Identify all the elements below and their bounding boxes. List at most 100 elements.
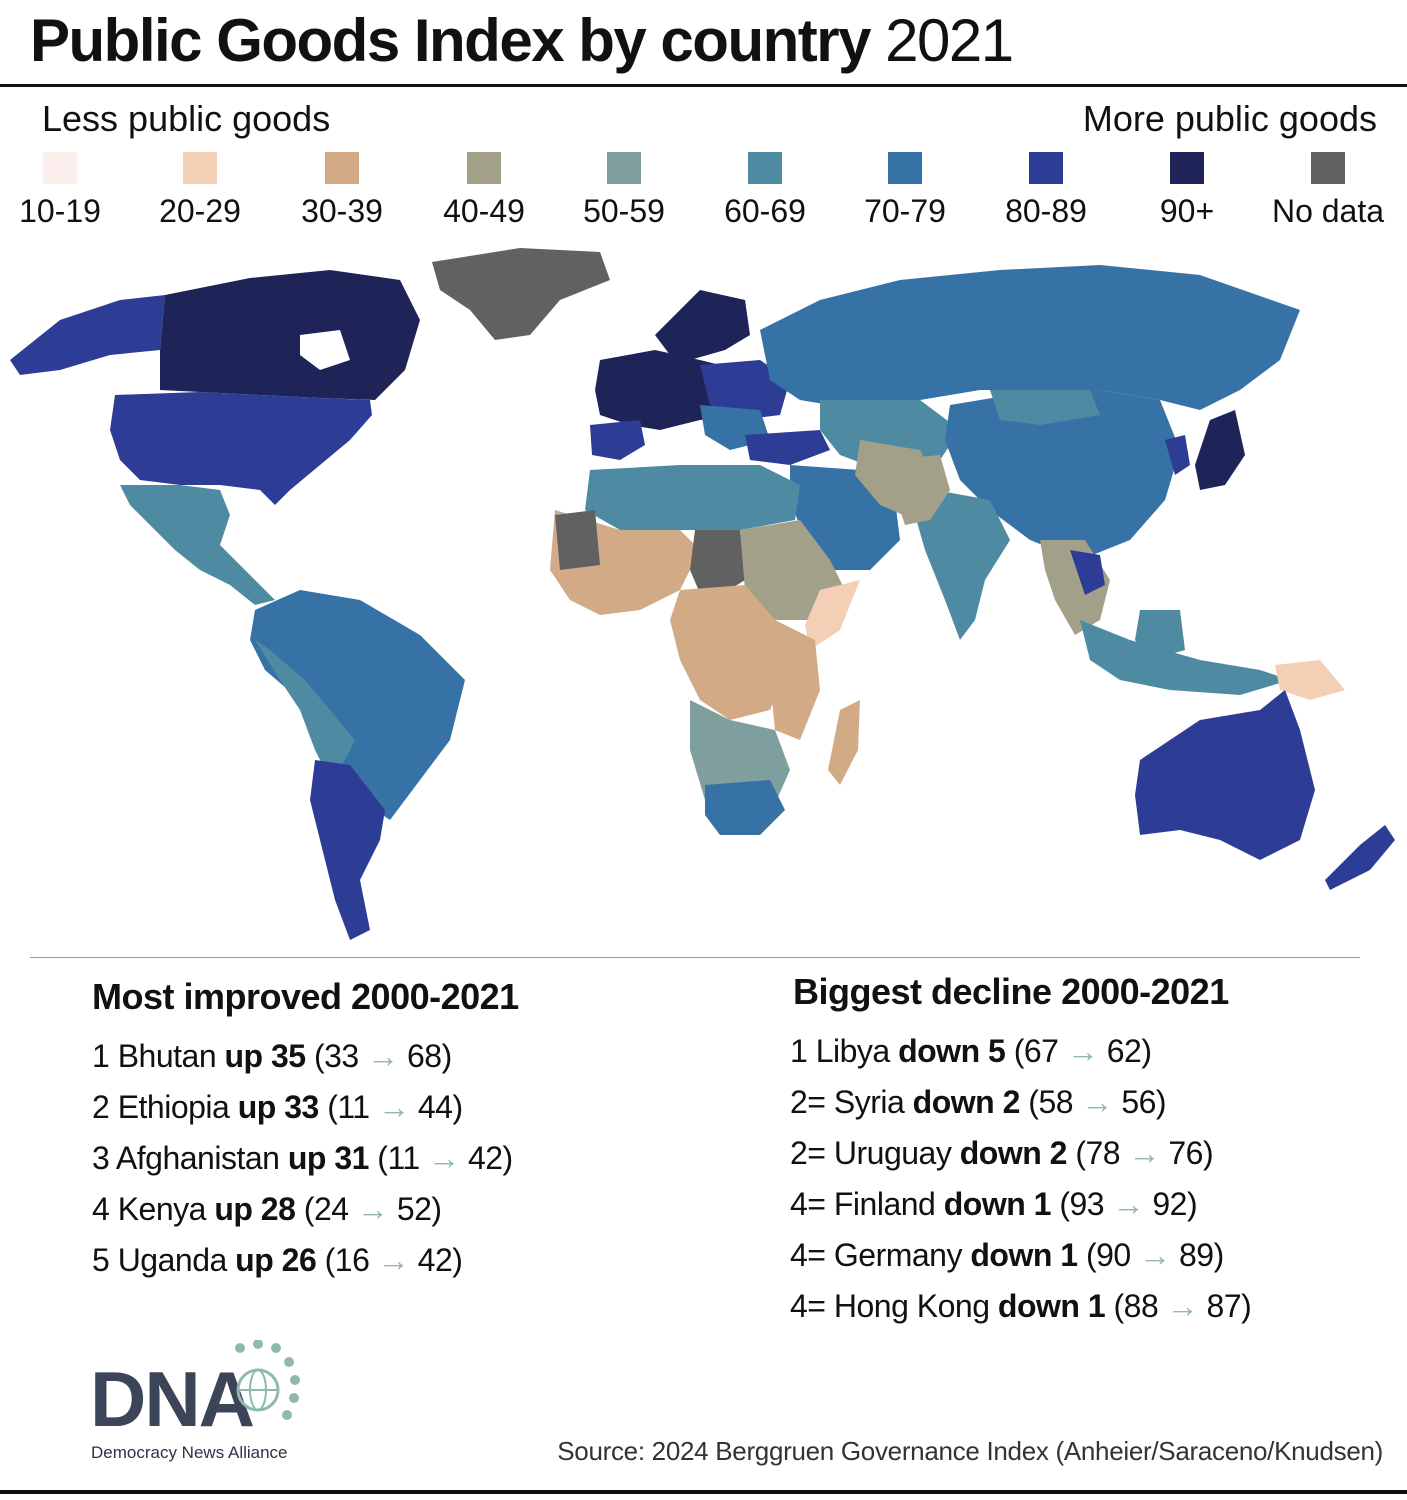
india [915,490,1010,640]
logo-wordmark: DNA [90,1355,254,1435]
item-change: down 1 [943,1186,1052,1222]
legend-bin-label: 30-39 [301,193,383,229]
item-country: Ethiopia [117,1089,230,1125]
list-item: 4= Finland down 1 (93 → 92) [790,1186,1198,1223]
item-country: Hong Kong [833,1288,990,1324]
source-note: Source: 2024 Berggruen Governance Index … [557,1436,1383,1466]
item-paren-open: ( [1075,1135,1086,1171]
korea [1165,435,1190,475]
item-country: Syria [833,1084,905,1120]
sahel-nodata [555,510,600,570]
item-rank: 3 [92,1140,110,1176]
item-country: Kenya [117,1191,207,1227]
list-item: 1 Bhutan up 35 (33 → 68) [92,1038,452,1075]
item-change: down 1 [997,1288,1106,1324]
list-item: 5 Uganda up 26 (16 → 42) [92,1242,463,1279]
item-country: Uruguay [833,1135,952,1171]
legend-bin-label: 70-79 [864,193,946,229]
item-arrow: → [348,1191,397,1227]
item-from: 16 [334,1242,370,1278]
madagascar [828,700,860,785]
item-rank: 4= [790,1237,826,1273]
list-item: 4 Kenya up 28 (24 → 52) [92,1191,442,1228]
item-country: Uganda [117,1242,228,1278]
legend-swatch [888,152,922,184]
improved-heading: Most improved 2000-2021 [92,976,519,1017]
logo-subtitle: Democracy News Alliance [91,1443,288,1462]
mongolia [990,390,1100,425]
title-main: Public Goods Index by country [30,7,871,74]
mexico [120,485,275,605]
legend-swatch [748,152,782,184]
list-item: 2 Ethiopia up 33 (11 → 44) [92,1089,463,1126]
brazil-region [250,590,465,820]
item-to: 76 [1168,1135,1203,1171]
russia [760,265,1300,410]
page-title: Public Goods Index by country 2021 [30,6,1014,75]
list-item: 2= Uruguay down 2 (78 → 76) [790,1135,1214,1172]
legend-bin-label: 80-89 [1005,193,1087,229]
item-change: down 1 [970,1237,1078,1273]
item-to: 68 [407,1038,442,1074]
alaska [10,295,165,375]
north-africa [585,465,800,530]
greenland [432,248,610,340]
item-arrow: → [369,1089,418,1125]
item-paren-close: ) [1241,1288,1252,1324]
item-change: up 33 [237,1089,320,1125]
item-rank: 2= [790,1135,826,1171]
item-paren-open: ( [303,1191,315,1227]
item-arrow: → [1130,1237,1179,1273]
item-from: 11 [387,1140,420,1176]
central-africa [670,585,790,720]
thailand [1070,550,1105,595]
new-zealand [1325,825,1395,890]
item-arrow: → [1120,1135,1169,1171]
item-arrow: → [358,1038,407,1074]
item-paren-open: ( [1013,1033,1025,1069]
item-rank: 4= [790,1288,826,1324]
legend-bin-label: No data [1271,193,1385,229]
somalia [805,580,860,650]
legend-bin-label: 90+ [1159,193,1215,229]
item-from: 11 [337,1089,370,1125]
item-from: 88 [1123,1288,1159,1324]
list-item: 4= Germany down 1 (90 → 89) [790,1237,1224,1274]
legend-bin-label: 20-29 [159,193,241,229]
item-from: 78 [1085,1135,1121,1171]
item-arrow: → [369,1242,418,1278]
item-to: 52 [396,1191,432,1227]
item-from: 24 [313,1191,349,1227]
scandinavia [655,290,750,360]
item-arrow: → [1073,1084,1122,1120]
legend-high-label: More public goods [1082,98,1377,139]
item-country: Finland [833,1186,936,1222]
item-from: 58 [1038,1084,1074,1120]
dna-logo: DNA [90,1340,300,1435]
item-to: 56 [1121,1084,1156,1120]
item-paren-open: ( [327,1089,338,1125]
china [945,390,1180,560]
item-country: Libya [815,1033,891,1069]
legend-swatch [467,152,501,184]
legend-swatch [43,152,77,184]
png [1275,660,1345,700]
item-paren-close: ) [1141,1033,1152,1069]
item-to: 62 [1106,1033,1142,1069]
list-item: 1 Libya down 5 (67 → 62) [790,1033,1152,1070]
list-item: 4= Hong Kong down 1 (88 → 87) [790,1288,1252,1325]
item-paren-close: ) [502,1140,514,1176]
turkey [745,430,830,465]
malaysia-indonesia [1080,620,1290,695]
item-from: 67 [1023,1033,1059,1069]
item-country: Bhutan [117,1038,217,1074]
item-change: up 31 [287,1140,370,1176]
item-to: 42 [417,1242,453,1278]
andes [255,640,355,780]
borneo [1135,610,1185,660]
item-from: 33 [324,1038,359,1074]
item-rank: 4 [92,1191,110,1227]
item-paren-close: ) [1186,1186,1198,1222]
item-rank: 4= [790,1186,826,1222]
item-from: 93 [1069,1186,1105,1222]
